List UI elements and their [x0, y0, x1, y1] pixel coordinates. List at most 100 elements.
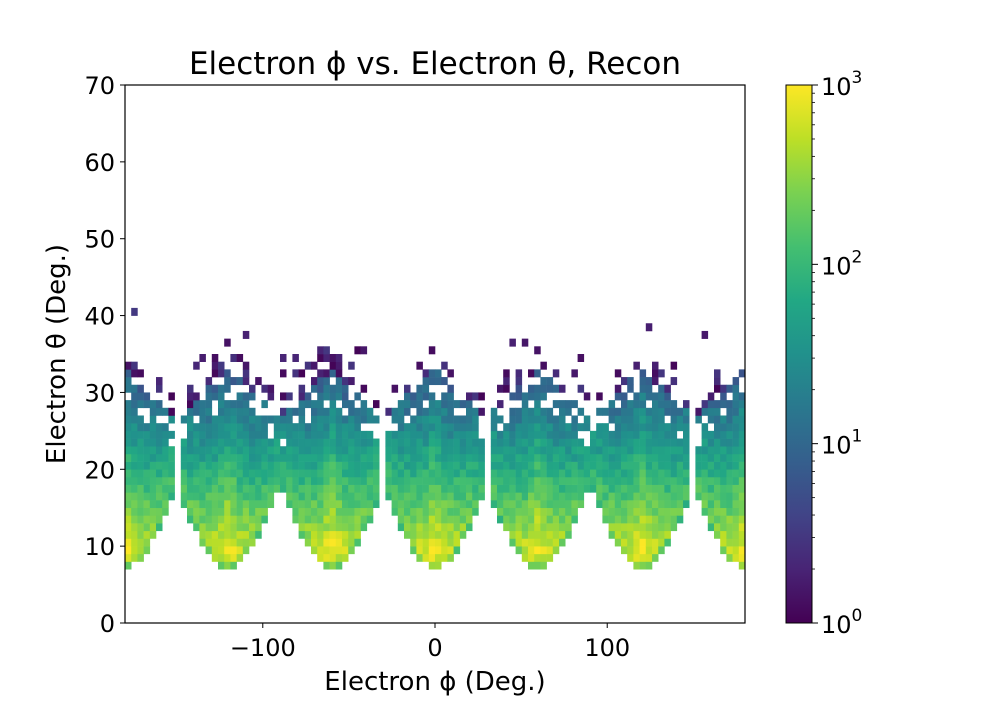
heatmap-cell	[466, 430, 473, 439]
heatmap-cell	[726, 484, 733, 493]
heatmap-cell	[515, 407, 523, 416]
heatmap-cell	[156, 476, 163, 485]
heatmap-cell	[552, 507, 560, 516]
heatmap-cell	[205, 484, 213, 493]
heatmap-cell	[664, 453, 671, 462]
heatmap-cell	[298, 500, 306, 509]
heatmap-cell	[317, 484, 324, 493]
heatmap-cell	[329, 446, 337, 455]
heatmap-cell	[738, 523, 745, 532]
heatmap-cell	[273, 423, 281, 432]
heatmap-cell	[323, 461, 330, 470]
heatmap-cells	[125, 307, 745, 570]
heatmap-cell	[515, 438, 523, 447]
heatmap-cell	[354, 453, 361, 462]
heatmap-cell	[236, 446, 244, 455]
heatmap-cell	[726, 407, 733, 416]
heatmap-cell	[720, 530, 727, 539]
heatmap-cell	[422, 507, 430, 516]
heatmap-cell	[732, 507, 740, 516]
heatmap-cell	[639, 430, 647, 439]
heatmap-cell	[590, 476, 597, 485]
heatmap-cell	[149, 500, 157, 509]
heatmap-cell	[720, 392, 727, 401]
heatmap-cell	[193, 469, 200, 478]
heatmap-cell	[658, 392, 665, 401]
heatmap-cell	[645, 377, 653, 386]
heatmap-cell	[571, 461, 578, 470]
heatmap-cell	[410, 446, 417, 455]
heatmap-cell	[149, 523, 157, 532]
heatmap-cell	[639, 561, 647, 570]
heatmap-cell	[546, 446, 554, 455]
heatmap-cell	[193, 484, 200, 493]
heatmap-cell	[658, 415, 665, 424]
heatmap-cell	[286, 392, 293, 401]
heatmap-cell	[701, 500, 709, 509]
heatmap-cell	[125, 361, 132, 370]
heatmap-cell	[360, 469, 368, 478]
heatmap-cell	[546, 507, 554, 516]
heatmap-cell	[143, 400, 151, 409]
heatmap-cell	[125, 500, 132, 509]
heatmap-cell	[149, 423, 157, 432]
heatmap-cell	[435, 484, 442, 493]
heatmap-cell	[627, 438, 634, 447]
heatmap-cell	[658, 453, 665, 462]
heatmap-cell	[664, 507, 671, 516]
heatmap-cell	[317, 492, 324, 501]
heatmap-cell	[205, 430, 213, 439]
heatmap-cell	[267, 453, 275, 462]
heatmap-cell	[714, 469, 721, 478]
heatmap-cell	[714, 423, 721, 432]
heatmap-cell	[441, 538, 448, 547]
heatmap-cell	[255, 469, 262, 478]
heatmap-cell	[738, 415, 745, 424]
heatmap-cell	[348, 361, 355, 370]
heatmap-cell	[571, 469, 578, 478]
heatmap-cell	[441, 377, 448, 386]
heatmap-cell	[304, 423, 312, 432]
heatmap-cell	[521, 523, 529, 532]
heatmap-cell	[335, 446, 343, 455]
heatmap-cell	[633, 476, 640, 485]
heatmap-cell	[658, 407, 665, 416]
heatmap-cell	[521, 407, 529, 416]
heatmap-cell	[701, 400, 709, 409]
heatmap-cell	[652, 461, 659, 470]
heatmap-cell	[552, 523, 560, 532]
heatmap-cell	[714, 377, 721, 386]
heatmap-cell	[286, 407, 293, 416]
heatmap-cell	[726, 415, 733, 424]
heatmap-cell	[385, 430, 392, 439]
heatmap-cell	[317, 354, 324, 362]
heatmap-cell	[435, 453, 442, 462]
heatmap-cell	[658, 400, 665, 409]
heatmap-cell	[218, 384, 225, 393]
heatmap-cell	[230, 476, 237, 485]
heatmap-cell	[695, 461, 702, 470]
heatmap-cell	[205, 407, 213, 416]
heatmap-cell	[633, 415, 640, 424]
heatmap-cell	[676, 500, 684, 509]
heatmap-cell	[559, 400, 566, 409]
heatmap-cell	[273, 415, 281, 424]
heatmap-cell	[583, 392, 591, 401]
heatmap-cell	[131, 446, 138, 455]
heatmap-cell	[435, 523, 442, 532]
heatmap-cell	[466, 415, 473, 424]
heatmap-cell	[292, 469, 299, 478]
heatmap-cell	[472, 492, 479, 501]
heatmap-cell	[354, 530, 361, 539]
heatmap-cell	[608, 430, 616, 439]
heatmap-cell	[249, 446, 256, 455]
heatmap-cell	[652, 476, 659, 485]
heatmap-cell	[311, 407, 318, 416]
heatmap-cell	[335, 453, 343, 462]
heatmap-cell	[565, 476, 572, 485]
heatmap-cell	[280, 392, 287, 401]
heatmap-cell	[236, 507, 244, 516]
heatmap-cell	[658, 430, 665, 439]
heatmap-cell	[559, 515, 566, 524]
heatmap-cell	[540, 553, 547, 562]
